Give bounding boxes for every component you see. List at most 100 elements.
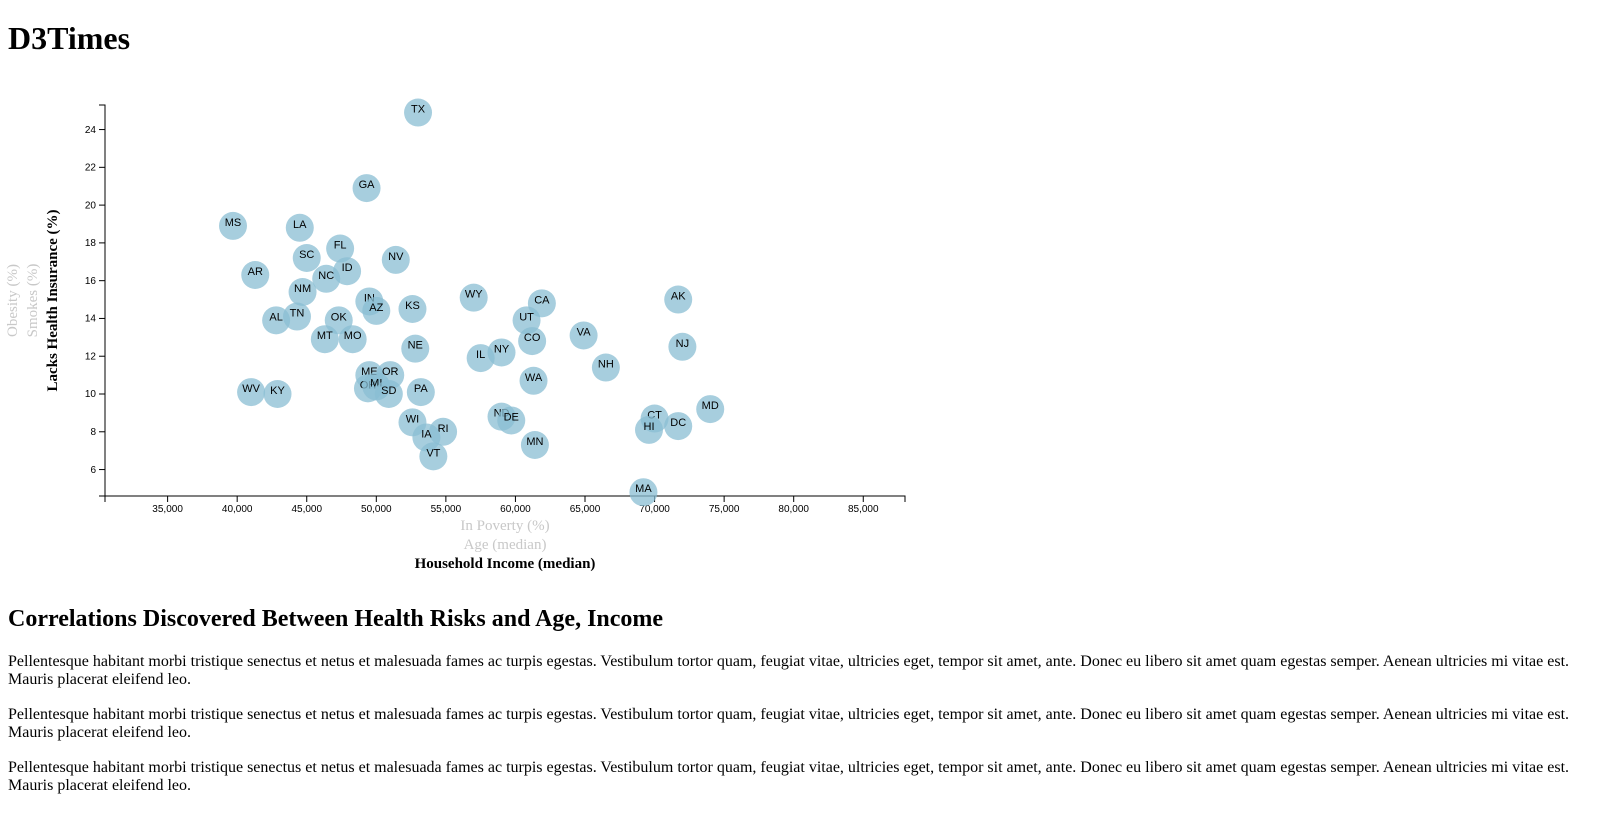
state-point[interactable]: MS xyxy=(219,211,247,240)
x-tick-label: 40,000 xyxy=(222,504,253,515)
state-point[interactable]: FL xyxy=(326,234,355,263)
y-tick: 6 xyxy=(90,465,105,476)
state-point[interactable]: NC xyxy=(312,264,341,293)
y-axis-option[interactable]: Smokes (%) xyxy=(25,264,41,338)
state-marker[interactable] xyxy=(459,283,488,312)
state-marker[interactable] xyxy=(401,334,430,363)
state-point[interactable]: TN xyxy=(283,302,311,331)
state-label: AR xyxy=(248,266,263,278)
state-marker[interactable] xyxy=(664,412,693,441)
state-point[interactable]: KS xyxy=(398,295,427,323)
state-marker[interactable] xyxy=(292,244,321,272)
state-marker[interactable] xyxy=(362,296,391,325)
state-marker[interactable] xyxy=(404,98,433,127)
state-point[interactable]: WY xyxy=(459,283,488,312)
y-axis-option[interactable]: Obesity (%) xyxy=(5,264,21,337)
x-axis-option[interactable]: In Poverty (%) xyxy=(460,518,549,534)
x-axis-option[interactable]: Age (median) xyxy=(464,537,547,553)
state-marker[interactable] xyxy=(288,278,317,306)
state-marker[interactable] xyxy=(406,378,435,407)
state-point[interactable]: SC xyxy=(292,244,321,272)
state-point[interactable]: AL xyxy=(262,306,291,335)
y-tick: 14 xyxy=(85,314,105,325)
state-point[interactable]: NM xyxy=(288,278,317,306)
state-label: IL xyxy=(476,349,485,361)
state-marker[interactable] xyxy=(664,285,693,314)
state-point[interactable]: DE xyxy=(497,406,526,435)
x-tick: 60,000 xyxy=(500,496,531,515)
state-marker[interactable] xyxy=(519,366,548,395)
state-label: NE xyxy=(408,340,423,352)
state-point[interactable]: GA xyxy=(352,174,381,203)
state-label: MO xyxy=(344,330,362,342)
state-marker[interactable] xyxy=(629,478,658,507)
x-tick-label: 80,000 xyxy=(778,504,809,515)
state-point[interactable]: NE xyxy=(401,334,430,363)
state-point[interactable]: IL xyxy=(466,344,495,373)
state-marker[interactable] xyxy=(285,213,314,242)
state-label: AZ xyxy=(369,302,383,314)
state-point[interactable]: WA xyxy=(519,366,548,395)
state-point[interactable]: SD xyxy=(374,380,403,408)
state-point[interactable]: VT xyxy=(419,442,448,471)
state-point[interactable]: PA xyxy=(406,378,435,407)
state-marker[interactable] xyxy=(338,325,367,354)
state-point[interactable]: NH xyxy=(591,353,620,382)
x-tick: 75,000 xyxy=(709,496,740,515)
state-marker[interactable] xyxy=(237,378,266,407)
state-marker[interactable] xyxy=(381,245,410,274)
state-marker[interactable] xyxy=(374,380,403,408)
state-marker[interactable] xyxy=(518,327,547,356)
state-marker[interactable] xyxy=(219,211,247,240)
state-point[interactable]: AR xyxy=(241,261,270,289)
y-tick-label: 10 xyxy=(85,389,97,400)
state-marker[interactable] xyxy=(312,264,341,293)
x-axis-option[interactable]: Household Income (median) xyxy=(415,556,596,572)
x-tick-label: 85,000 xyxy=(848,504,879,515)
state-marker[interactable] xyxy=(398,295,427,323)
state-point[interactable]: MA xyxy=(629,478,658,507)
state-point[interactable]: MT xyxy=(310,325,339,354)
state-label: GA xyxy=(359,179,376,191)
state-marker[interactable] xyxy=(668,332,697,361)
state-point[interactable]: WV xyxy=(237,378,266,407)
state-marker[interactable] xyxy=(591,353,620,382)
state-point[interactable]: NJ xyxy=(668,332,697,361)
state-marker[interactable] xyxy=(283,302,311,331)
state-marker[interactable] xyxy=(569,321,598,350)
state-marker[interactable] xyxy=(310,325,339,354)
article: Correlations Discovered Between Health R… xyxy=(8,606,1600,812)
y-tick: 8 xyxy=(90,427,105,438)
state-point[interactable]: MN xyxy=(520,431,549,459)
y-tick-label: 22 xyxy=(85,163,97,174)
y-axis-option[interactable]: Lacks Health Insurance (%) xyxy=(45,209,61,391)
state-point[interactable]: DC xyxy=(664,412,693,441)
state-marker[interactable] xyxy=(419,442,448,471)
state-point[interactable]: VA xyxy=(569,321,598,350)
state-marker[interactable] xyxy=(263,380,292,408)
state-marker[interactable] xyxy=(241,261,270,289)
state-marker[interactable] xyxy=(520,431,549,459)
state-point[interactable]: MD xyxy=(696,395,725,424)
state-marker[interactable] xyxy=(352,174,381,203)
state-point[interactable]: MO xyxy=(338,325,367,354)
state-marker[interactable] xyxy=(497,406,526,435)
x-axis-labels: In Poverty (%) Age (median) Household Inco… xyxy=(415,518,596,572)
y-tick: 24 xyxy=(85,125,105,136)
state-marker[interactable] xyxy=(635,415,663,444)
state-point[interactable]: TX xyxy=(404,98,433,127)
state-marker[interactable] xyxy=(262,306,291,335)
state-marker[interactable] xyxy=(326,234,355,263)
state-point[interactable]: HI xyxy=(635,415,663,444)
state-point[interactable]: LA xyxy=(285,213,314,242)
x-tick-label: 55,000 xyxy=(431,504,462,515)
state-point[interactable]: AZ xyxy=(362,296,391,325)
state-point[interactable]: KY xyxy=(263,380,292,408)
state-point[interactable]: AK xyxy=(664,285,693,314)
state-point[interactable]: CO xyxy=(518,327,547,356)
y-tick-label: 8 xyxy=(90,427,96,438)
state-marker[interactable] xyxy=(696,395,725,424)
state-marker[interactable] xyxy=(466,344,495,373)
state-point[interactable]: NV xyxy=(381,245,410,274)
